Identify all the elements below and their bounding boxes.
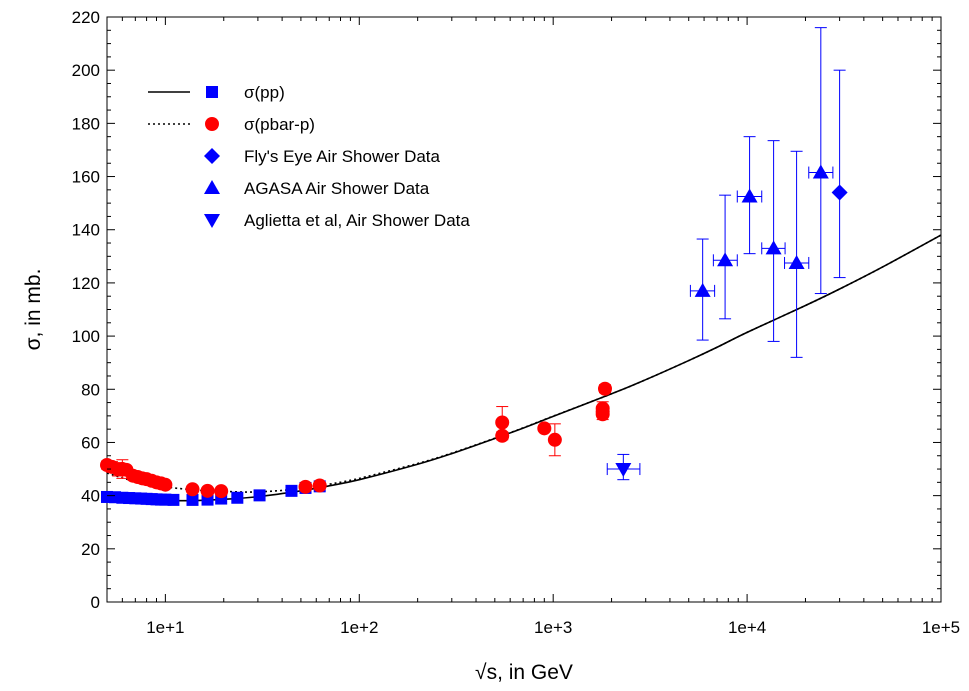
data-point-triangle-up	[788, 254, 805, 269]
legend-label: AGASA Air Shower Data	[244, 179, 430, 198]
data-point-circle	[298, 479, 313, 494]
data-point-triangle-up	[765, 240, 782, 255]
data-markers	[100, 164, 848, 506]
legend-marker-triangle-up	[204, 180, 220, 194]
y-tick-label: 100	[72, 327, 100, 346]
legend-marker-triangle-down	[204, 214, 220, 228]
x-tick-label: 1e+2	[340, 618, 378, 637]
legend-label: Aglietta et al, Air Shower Data	[244, 211, 470, 230]
data-point-diamond	[831, 184, 848, 201]
plot-frame	[106, 16, 942, 603]
x-tick-label: 1e+1	[146, 618, 184, 637]
y-tick-label: 120	[72, 274, 100, 293]
data-point-square	[253, 489, 266, 502]
data-point-triangle-up	[741, 188, 758, 203]
data-point-circle	[185, 482, 200, 497]
y-tick-label: 0	[91, 593, 100, 612]
data-point-circle	[495, 428, 510, 443]
y-tick-label: 140	[72, 221, 100, 240]
data-point-circle	[537, 421, 552, 436]
data-point-square	[285, 484, 298, 497]
data-point-triangle-down	[615, 463, 632, 478]
data-point-triangle-up	[812, 164, 829, 179]
legend-entry: AGASA Air Shower Data	[204, 179, 430, 198]
plot-area	[106, 16, 942, 603]
legend-entry: Fly's Eye Air Shower Data	[204, 147, 441, 166]
y-tick-label: 40	[81, 487, 100, 506]
data-point-circle	[547, 432, 562, 447]
legend: σ(pp) σ(pbar-p) Fly's Eye Air Shower Data A…	[148, 83, 470, 230]
data-point-square	[186, 493, 199, 506]
y-tick-label: 220	[72, 8, 100, 27]
legend-label: Fly's Eye Air Shower Data	[244, 147, 441, 166]
legend-marker-circle	[205, 117, 219, 131]
y-tick-label: 160	[72, 168, 100, 187]
y-tick-label: 180	[72, 114, 100, 133]
y-tick-label: 20	[81, 540, 100, 559]
y-axis-title: σ, in mb.	[22, 269, 45, 351]
pp-fit-curve	[106, 234, 942, 502]
legend-marker-diamond	[204, 148, 220, 164]
data-point-square	[167, 493, 180, 506]
data-point-square	[231, 491, 244, 504]
x-tick-label: 1e+4	[728, 618, 766, 637]
data-point-circle	[595, 407, 610, 422]
legend-entry: σ(pbar-p)	[148, 115, 315, 134]
data-point-circle	[597, 381, 612, 396]
data-point-circle	[214, 484, 229, 499]
y-tick-label: 200	[72, 61, 100, 80]
axes: 0 20 40 60 80 100 120 140 160 180 200 220 1e+1 1e+2 1e…	[72, 8, 961, 637]
pbarp-fit-curve	[106, 234, 942, 493]
fit-curves	[106, 234, 942, 502]
x-tick-label: 1e+5	[922, 618, 960, 637]
data-point-circle	[312, 478, 327, 493]
legend-marker-square	[206, 86, 218, 98]
legend-entry: σ(pp)	[148, 83, 285, 102]
x-tick-label: 1e+3	[534, 618, 572, 637]
data-point-circle	[158, 477, 173, 492]
x-axis-title: √s, in GeV	[475, 661, 573, 684]
y-tick-label: 60	[81, 433, 100, 452]
data-point-triangle-up	[717, 252, 734, 267]
data-point-square	[116, 491, 129, 504]
data-point-circle	[200, 483, 215, 498]
data-point-circle	[495, 415, 510, 430]
data-point-triangle-up	[694, 282, 711, 297]
legend-label: σ(pbar-p)	[244, 115, 315, 134]
legend-label: σ(pp)	[244, 83, 285, 102]
legend-entry: Aglietta et al, Air Shower Data	[204, 211, 470, 230]
y-tick-label: 80	[81, 380, 100, 399]
